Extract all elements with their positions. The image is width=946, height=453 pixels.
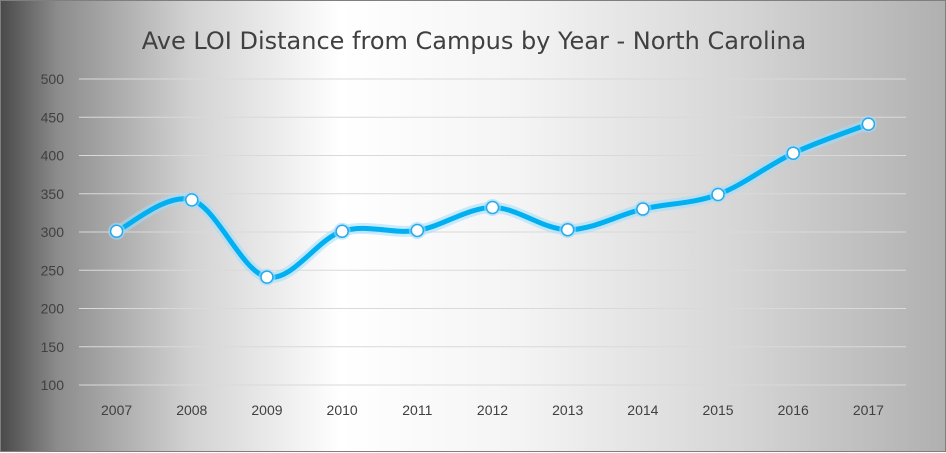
x-tick-label: 2008: [176, 402, 207, 418]
x-tick-label: 2007: [101, 402, 132, 418]
x-tick-label: 2012: [477, 402, 508, 418]
y-tick-label: 100: [41, 377, 65, 393]
gridlines: [79, 78, 906, 386]
x-tick-label: 2015: [702, 402, 733, 418]
y-tick-label: 300: [41, 224, 65, 240]
y-tick-label: 500: [41, 71, 65, 87]
chart-title: Ave LOI Distance from Campus by Year - N…: [141, 27, 807, 55]
y-axis-ticks: 100 150 200 250 300 350 400 450 500: [41, 71, 65, 393]
data-point: [260, 270, 274, 284]
x-tick-label: 2017: [853, 402, 884, 418]
x-tick-label: 2011: [402, 402, 432, 418]
data-point: [861, 117, 876, 131]
x-axis-ticks: 2007 2008 2009 2010 2011 2012 2013 2014 2015 2016…: [101, 402, 884, 418]
data-point: [109, 224, 124, 238]
data-point: [636, 202, 650, 216]
data-point: [185, 193, 199, 207]
data-point: [410, 223, 425, 238]
x-tick-label: 2016: [778, 402, 809, 418]
series-group: [108, 115, 877, 286]
y-tick-label: 250: [41, 262, 65, 278]
x-tick-label: 2014: [627, 402, 658, 418]
x-tick-label: 2013: [552, 402, 583, 418]
data-point: [711, 187, 725, 202]
x-tick-label: 2009: [251, 402, 282, 418]
data-point: [335, 224, 349, 238]
y-tick-label: 450: [41, 109, 65, 125]
data-point: [786, 146, 800, 160]
y-tick-label: 350: [41, 186, 65, 202]
data-point: [485, 200, 500, 215]
y-tick-label: 200: [41, 301, 65, 317]
x-tick-label: 2010: [327, 402, 358, 418]
data-point: [560, 222, 575, 237]
y-tick-label: 150: [41, 339, 65, 355]
y-tick-label: 400: [41, 148, 65, 164]
